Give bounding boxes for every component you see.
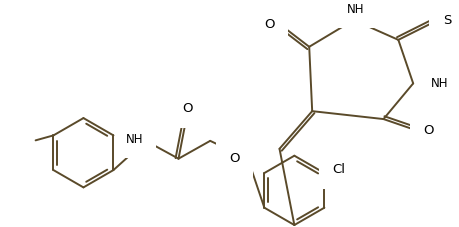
- Text: NH: NH: [346, 3, 364, 16]
- Text: S: S: [442, 14, 450, 27]
- Text: O: O: [264, 17, 274, 30]
- Text: O: O: [229, 152, 240, 165]
- Text: NH: NH: [430, 77, 448, 90]
- Text: O: O: [422, 124, 432, 138]
- Text: NH: NH: [126, 133, 144, 146]
- Text: Cl: Cl: [331, 163, 345, 175]
- Text: O: O: [182, 102, 192, 115]
